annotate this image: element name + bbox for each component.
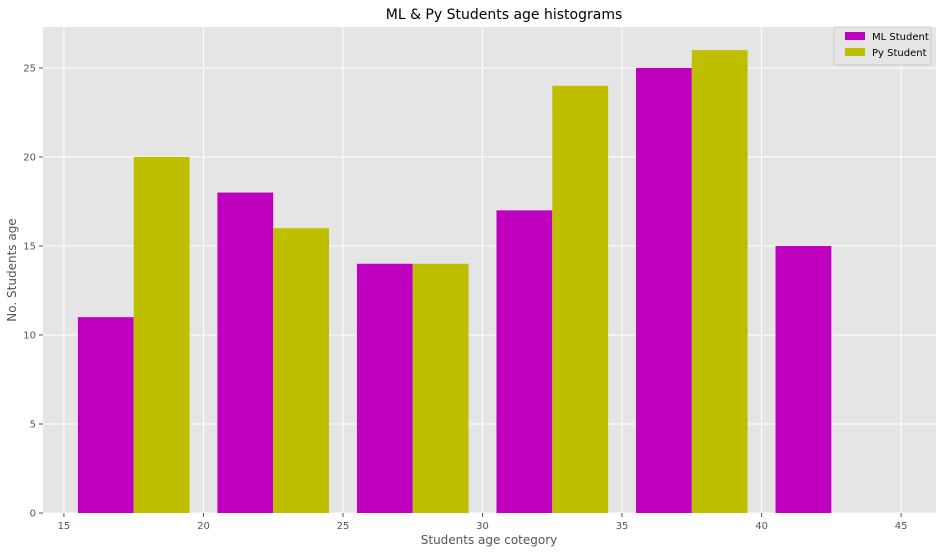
bar-py-student [691,50,748,514]
legend: ML Student Py Student [833,26,932,66]
chart-title: ML & Py Students age histograms [386,7,623,23]
bar-py-student [552,85,609,513]
bars-group [77,50,832,514]
bar-ml-student [77,317,134,513]
y-axis-title: No. Students age [5,218,19,321]
y-tick-label: 0 [30,509,36,520]
y-tick-label: 25 [23,63,36,74]
x-axis-ticks: 15 20 25 30 35 40 45 [58,513,908,532]
y-tick-label: 10 [23,330,36,341]
legend-label-ml-student: ML Student [872,32,929,43]
bar-ml-student [636,67,692,513]
y-tick-label: 15 [23,241,36,252]
legend-swatch-ml-student [845,32,865,40]
x-tick-label: 15 [58,521,71,532]
bar-py-student [412,263,469,513]
x-axis-title: Students age cotegory [421,533,558,547]
x-tick-label: 30 [476,521,489,532]
legend-label-py-student: Py Student [872,48,927,59]
x-tick-label: 45 [895,521,908,532]
bar-ml-student [496,210,553,513]
y-tick-label: 20 [23,152,36,163]
y-tick-label: 5 [30,419,36,430]
legend-swatch-py-student [845,48,865,56]
x-tick-label: 35 [616,521,629,532]
x-tick-label: 25 [337,521,350,532]
y-axis-ticks: 0 5 10 15 20 25 [23,63,43,520]
x-tick-label: 20 [197,521,210,532]
bar-py-student [273,228,330,513]
x-tick-label: 40 [755,521,768,532]
bar-py-student [133,156,190,513]
bar-ml-student [217,192,274,514]
bar-ml-student [356,263,413,513]
bar-ml-student [775,245,832,513]
